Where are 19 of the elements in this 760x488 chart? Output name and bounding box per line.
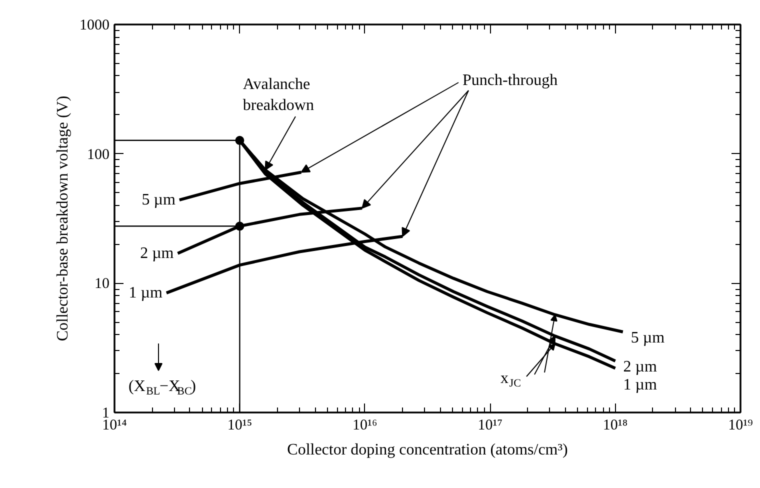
y-tick-label: 10: [94, 276, 110, 292]
series-label: 1 µm: [623, 376, 658, 394]
legend-label: 5 µm: [142, 191, 176, 208]
series-label: 5 µm: [630, 329, 666, 346]
x-tick-label: 10¹⁶: [352, 418, 378, 434]
y-tick-label: 1000: [80, 18, 110, 34]
annotation: Punch-through: [462, 72, 558, 89]
x-tick-label: 10¹⁵: [227, 418, 252, 434]
y-tick-label: 100: [87, 146, 110, 163]
x-tick-label: 10¹⁸: [602, 418, 628, 434]
series-label: 2 µm: [623, 358, 658, 376]
x-axis-title: Collector doping concentration (atoms/cm³): [287, 442, 568, 458]
legend-label: 2 µm: [140, 244, 174, 262]
y-axis-title: Collector-base breakdown voltage (V): [54, 96, 72, 342]
x-tick-label: 10¹⁷: [478, 418, 502, 434]
x-tick-label: 10¹⁹: [728, 418, 753, 434]
annotation: Avalanche breakdown: [242, 76, 314, 114]
legend-label: 1 µm: [128, 284, 164, 302]
x-tick-label: 10¹⁴: [102, 418, 127, 434]
